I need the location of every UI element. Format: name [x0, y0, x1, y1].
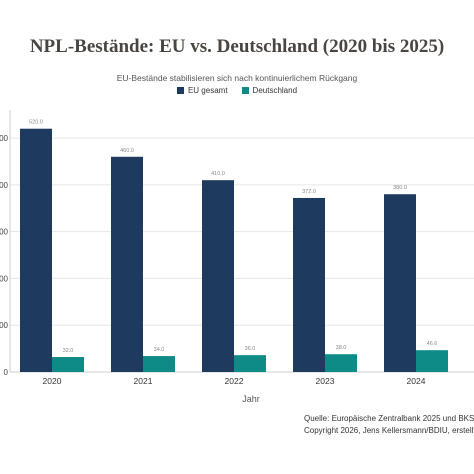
bar-eu [20, 128, 52, 372]
data-label-eu: 520.0 [29, 120, 43, 126]
bar-eu [111, 156, 143, 372]
data-label-eu: 460.0 [120, 148, 134, 154]
source-line-2: Copyright 2026, Jens Kellersmann/BDIU, e… [304, 426, 474, 435]
legend-item-de: Deutschland [241, 86, 298, 95]
x-tick-label: 2024 [407, 376, 426, 386]
y-tick-label: 00 [0, 321, 9, 330]
bar-de [143, 356, 175, 372]
chart-title: NPL-Bestände: EU vs. Deutschland (2020 b… [29, 36, 445, 57]
x-tick-label: 2020 [43, 376, 62, 386]
legend-item-eu: EU gesamt [176, 86, 228, 95]
x-tick-label: 2022 [225, 376, 244, 386]
y-tick-label: 0 [4, 368, 9, 377]
bar-de [234, 355, 266, 372]
chart-subtitle: EU-Bestände stabilisieren sich nach kont… [116, 73, 358, 83]
y-tick-label: 00 [0, 228, 9, 237]
data-label-eu: 372.0 [302, 189, 316, 195]
legend-swatch-eu [176, 87, 184, 94]
legend-label-de: Deutschland [252, 86, 298, 95]
x-axis-label: Jahr [242, 394, 260, 404]
bar-eu [202, 180, 234, 372]
source-note: Quelle: Europäische Zentralbank 2025 und… [304, 413, 474, 437]
bar-de [52, 357, 84, 372]
x-tick-label: 2021 [134, 376, 153, 386]
bar-de [325, 354, 357, 372]
y-tick-label: 00 [0, 274, 9, 283]
y-tick-label: 00 [0, 181, 9, 190]
data-label-de: 38.0 [336, 345, 347, 351]
y-tick-label: 00 [0, 134, 9, 143]
data-label-de: 34.0 [154, 347, 165, 353]
x-tick-label: 2023 [316, 376, 335, 386]
data-label-de: 32.0 [63, 348, 74, 354]
chart-legend: EU gesamt Deutschland [0, 86, 474, 95]
data-label-eu: 380.0 [393, 185, 407, 191]
data-label-eu: 410.0 [211, 171, 225, 177]
bar-de [416, 350, 448, 372]
legend-swatch-de [241, 87, 249, 94]
data-label-de: 46.6 [427, 341, 438, 347]
legend-label-eu: EU gesamt [187, 86, 228, 95]
data-label-de: 36.0 [245, 346, 256, 352]
source-line-1: Quelle: Europäische Zentralbank 2025 und… [304, 414, 474, 423]
bar-eu [384, 194, 416, 372]
bar-eu [293, 197, 325, 372]
